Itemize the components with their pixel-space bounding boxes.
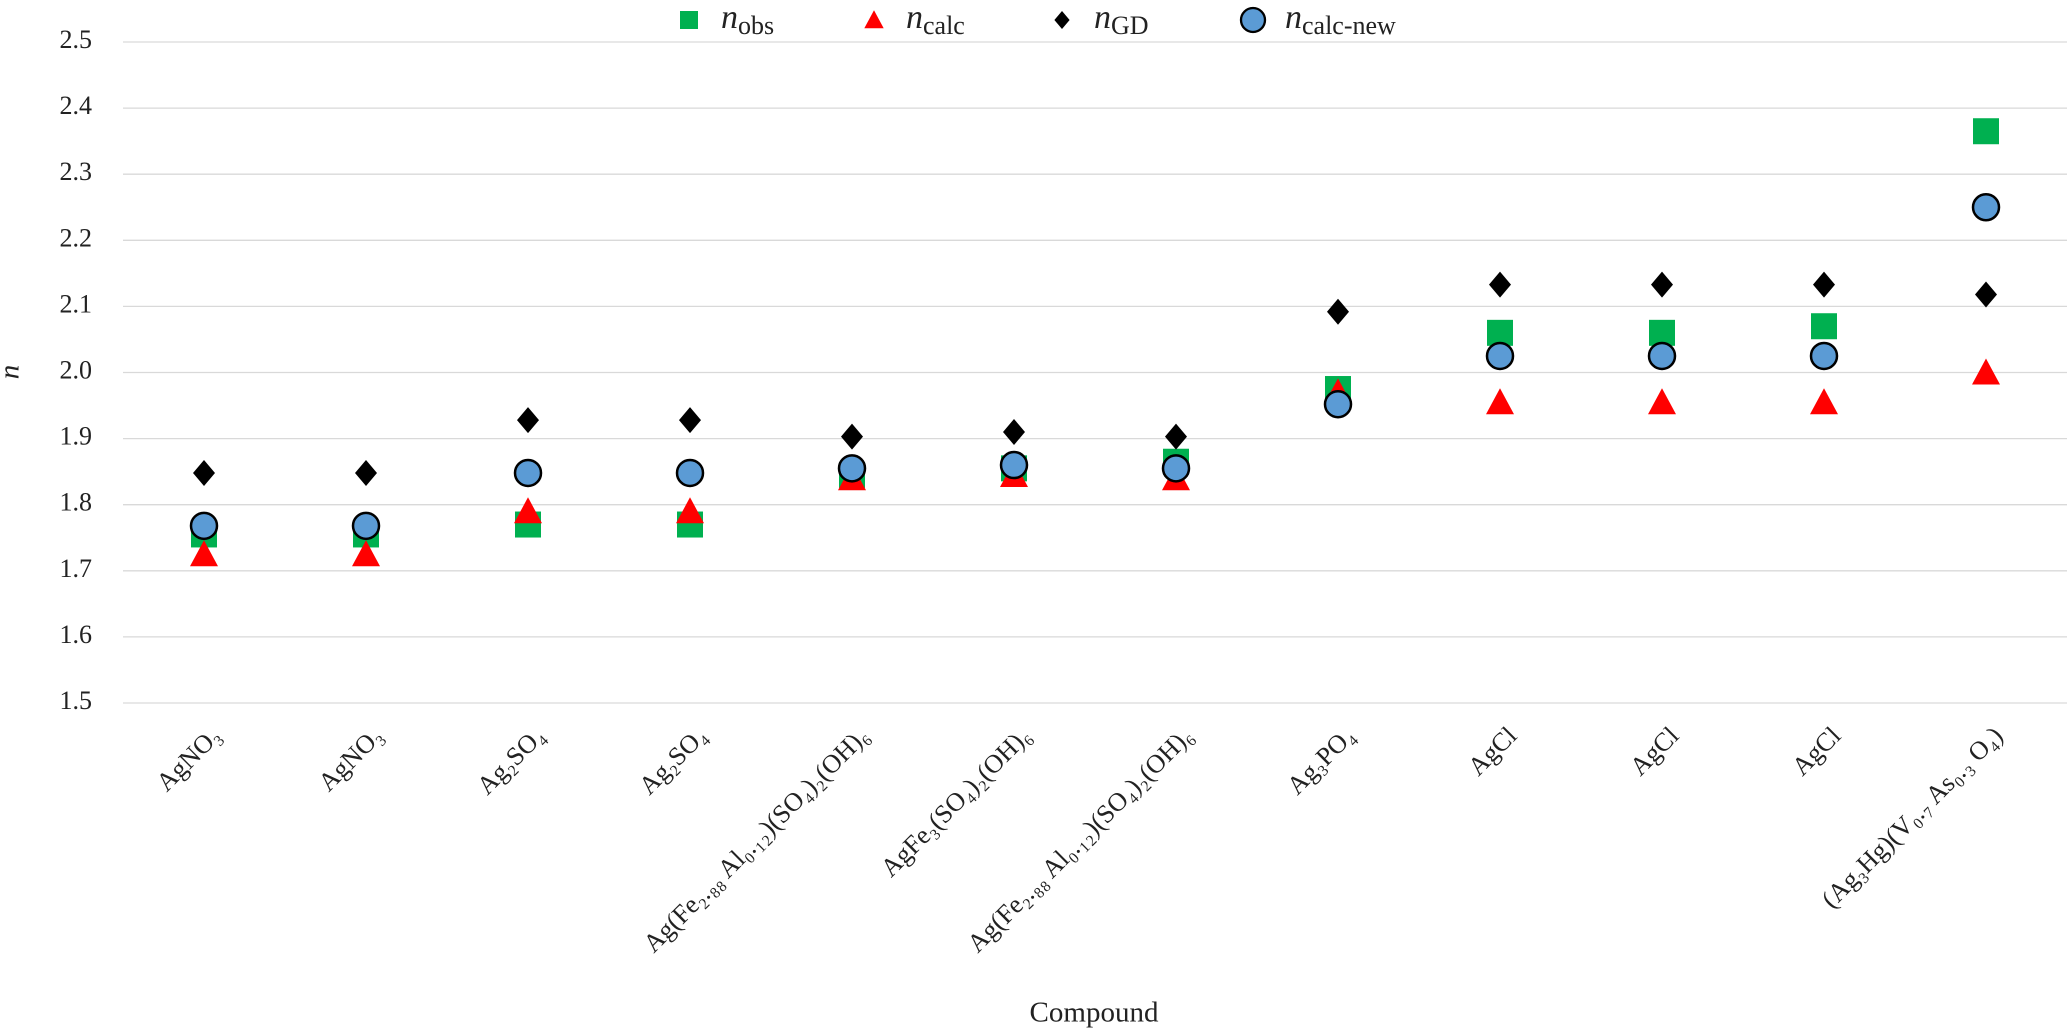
y-tick-label: 1.6 [60,620,93,649]
data-point [837,454,867,483]
data-point [1649,319,1675,346]
y-axis-label: n [0,365,26,380]
data-point [1327,298,1349,325]
data-point [193,459,215,486]
data-point [841,423,863,450]
data-point [679,407,701,434]
x-tick-label: AgNO₃ [151,721,227,797]
y-tick-label: 1.5 [60,686,93,715]
data-point [352,540,380,567]
data-point [1487,319,1513,346]
x-tick-label: Ag₂SO₄ [471,721,550,800]
legend-marker [680,11,698,29]
data-point [189,511,219,541]
data-point [1486,388,1514,415]
data-point [1165,423,1187,450]
data-point [1972,358,2000,385]
x-tick-label: AgFe₃(SO₄)₂(OH)₆ [875,721,1037,883]
x-tick-label: AgCl [1624,721,1684,781]
y-tick-label: 2.2 [60,223,93,252]
legend-marker [1054,11,1070,29]
data-point [1810,388,1838,415]
data-point [190,540,218,567]
data-point [513,458,543,488]
data-point [999,450,1029,480]
data-point [517,407,539,434]
x-tick-label: AgCl [1462,721,1522,781]
data-point [675,458,705,488]
y-tick-label: 1.9 [60,422,93,451]
legend-marker [864,10,884,29]
x-axis-label: Compound [1030,997,1159,1029]
y-tick-label: 2.1 [60,289,93,318]
y-tick-label: 2.5 [60,25,93,54]
legend-label: nobs [721,0,774,40]
data-point [1975,281,1997,308]
y-tick-label: 2.4 [60,91,93,120]
legend-marker [1239,6,1267,34]
data-point [1323,389,1353,419]
x-tick-label: Ag₂SO₄ [633,721,712,800]
data-point [1971,193,2001,222]
data-point [1809,341,1839,371]
data-point [1651,271,1673,298]
data-point [1813,271,1835,298]
data-point [676,497,704,524]
data-point [351,511,381,541]
data-point [1973,118,1999,145]
data-point [1811,313,1837,340]
data-point [514,497,542,524]
x-tick-label: Ag₃PO₄ [1281,721,1360,800]
x-tick-label: (Ag₃Hg)(V₀.₇ As₀.₃ O₄) [1816,721,2009,914]
legend-label: ncalc-new [1285,0,1396,40]
data-point [1489,271,1511,298]
y-tick-label: 1.7 [60,554,93,583]
data-point [1648,388,1676,415]
data-point [1161,454,1191,483]
data-point [355,459,377,486]
x-tick-label: AgCl [1786,721,1846,781]
y-tick-label: 2.0 [60,355,93,384]
data-point [1647,341,1677,371]
legend-label: ncalc [906,0,965,40]
legend-label: nGD [1094,0,1149,40]
y-tick-label: 1.8 [60,488,93,517]
y-tick-label: 2.3 [60,157,93,186]
data-point [1003,418,1025,445]
x-tick-label: AgNO₃ [313,721,389,797]
data-point [1485,341,1515,371]
